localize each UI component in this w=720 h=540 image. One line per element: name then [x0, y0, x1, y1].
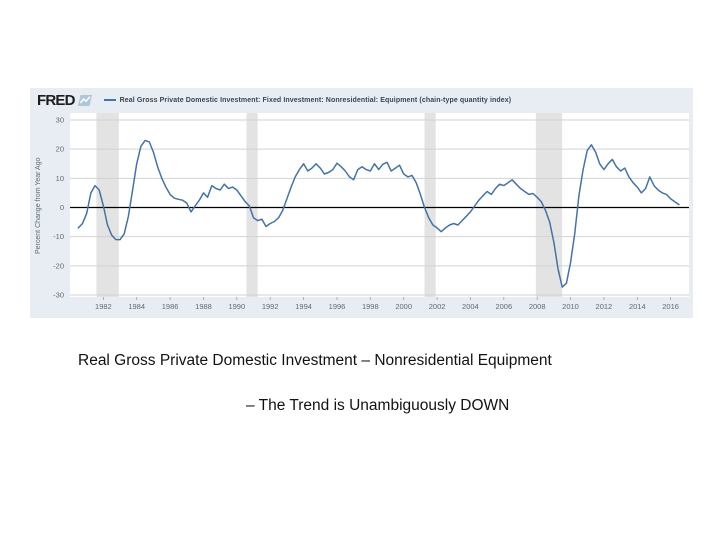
svg-text:2002: 2002: [429, 302, 446, 311]
series-legend-dash: [103, 99, 116, 101]
svg-text:1998: 1998: [362, 302, 379, 311]
chart-header: FRED Real Gross Private Domestic Investm…: [37, 91, 511, 109]
svg-text:2006: 2006: [495, 302, 512, 311]
svg-text:2014: 2014: [629, 302, 646, 311]
gridlines: [70, 119, 689, 296]
svg-text:-20: -20: [53, 261, 64, 270]
svg-text:1984: 1984: [128, 302, 145, 311]
svg-text:2008: 2008: [529, 302, 546, 311]
svg-text:2000: 2000: [395, 302, 412, 311]
svg-text:1988: 1988: [195, 302, 212, 311]
series-title: Real Gross Private Domestic Investment: …: [119, 96, 512, 104]
y-tick-labels: 30 20 10 0 -10 -20 -30: [53, 116, 64, 300]
svg-text:0: 0: [60, 203, 64, 212]
svg-text:2004: 2004: [462, 302, 479, 311]
caption-line-2: – The Trend is Unambiguously DOWN: [246, 397, 510, 414]
svg-text:20: 20: [56, 145, 64, 154]
svg-text:1994: 1994: [295, 302, 312, 311]
x-tick-labels: 1982 1984 1986 1988 1990 1992 1994 1996 1998 2000…: [95, 297, 679, 311]
svg-text:1986: 1986: [162, 302, 179, 311]
fred-chart-panel: FRED Real Gross Private Domestic Investm…: [30, 88, 693, 318]
series-line: [77, 139, 680, 288]
fred-logo: FRED: [37, 91, 75, 109]
svg-text:1996: 1996: [329, 302, 346, 311]
svg-text:2012: 2012: [596, 302, 613, 311]
svg-text:1990: 1990: [228, 302, 245, 311]
svg-text:-30: -30: [53, 291, 64, 300]
svg-text:2016: 2016: [662, 302, 679, 311]
svg-text:2010: 2010: [562, 302, 579, 311]
recession-bands: [96, 113, 563, 297]
svg-text:1982: 1982: [95, 302, 112, 311]
plot-background: [70, 113, 689, 297]
caption-line-1: Real Gross Private Domestic Investment –…: [78, 352, 552, 369]
svg-text:30: 30: [56, 116, 64, 125]
svg-text:1992: 1992: [262, 302, 279, 311]
fred-logo-graph-icon: [77, 94, 92, 106]
svg-text:10: 10: [56, 174, 64, 183]
svg-text:-10: -10: [53, 232, 64, 241]
